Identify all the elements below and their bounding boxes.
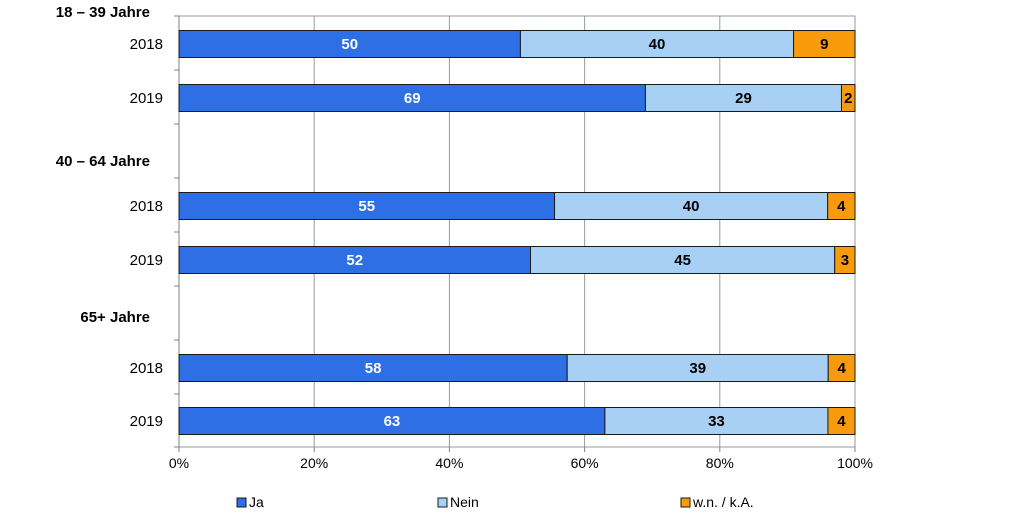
plot-area-border — [178, 15, 856, 448]
data-label: 33 — [708, 413, 725, 430]
data-label: 9 — [820, 36, 828, 53]
x-tick-label: 0% — [169, 455, 189, 471]
data-label: 3 — [841, 252, 849, 269]
x-tick-label: 100% — [837, 455, 873, 471]
bar-segment — [178, 354, 568, 382]
bar-segment — [834, 246, 856, 274]
group-label: 18 – 39 Jahre — [56, 4, 150, 21]
data-label: 40 — [683, 198, 700, 215]
bar-segment — [530, 246, 836, 274]
legend-swatch — [236, 497, 247, 508]
bar-segment — [554, 192, 829, 220]
data-label: 39 — [689, 360, 706, 377]
data-label: 55 — [358, 198, 375, 215]
data-label: 52 — [346, 252, 363, 269]
year-label: 2019 — [130, 252, 163, 269]
data-label: 4 — [837, 360, 846, 377]
data-label: 29 — [735, 90, 752, 107]
year-label: 2018 — [130, 36, 163, 53]
data-label: 4 — [837, 198, 846, 215]
bar-segment — [178, 407, 606, 435]
bar-segment — [178, 192, 556, 220]
x-tick-label: 80% — [706, 455, 734, 471]
year-label: 2019 — [130, 90, 163, 107]
data-label: 45 — [674, 252, 691, 269]
bar-segment — [840, 84, 856, 112]
bar-segment — [604, 407, 829, 435]
data-label: 2 — [844, 90, 852, 107]
bar-segment — [827, 407, 856, 435]
data-label: 58 — [365, 360, 382, 377]
legend-swatch — [437, 497, 448, 508]
data-label: 50 — [341, 36, 358, 53]
legend-label: Nein — [450, 494, 479, 510]
bar-segment — [519, 30, 795, 58]
data-label: 69 — [404, 90, 421, 107]
x-tick-label: 60% — [571, 455, 599, 471]
data-label: 4 — [837, 413, 846, 430]
legend-label: Ja — [249, 494, 264, 510]
year-label: 2018 — [130, 198, 163, 215]
x-tick-label: 40% — [435, 455, 463, 471]
x-tick-label: 20% — [300, 455, 328, 471]
bar-segment — [827, 354, 856, 382]
bar-segment — [827, 192, 856, 220]
group-label: 65+ Jahre — [80, 309, 150, 326]
year-label: 2019 — [130, 413, 163, 430]
bar-segment — [793, 30, 856, 58]
year-label: 2018 — [130, 360, 163, 377]
bar-segment — [178, 30, 521, 58]
data-label: 63 — [384, 413, 401, 430]
bar-segment — [178, 246, 532, 274]
data-label: 40 — [649, 36, 666, 53]
group-label: 40 – 64 Jahre — [56, 153, 150, 170]
legend-swatch — [680, 497, 691, 508]
legend-label: w.n. / k.A. — [692, 494, 754, 510]
bar-segment — [566, 354, 829, 382]
